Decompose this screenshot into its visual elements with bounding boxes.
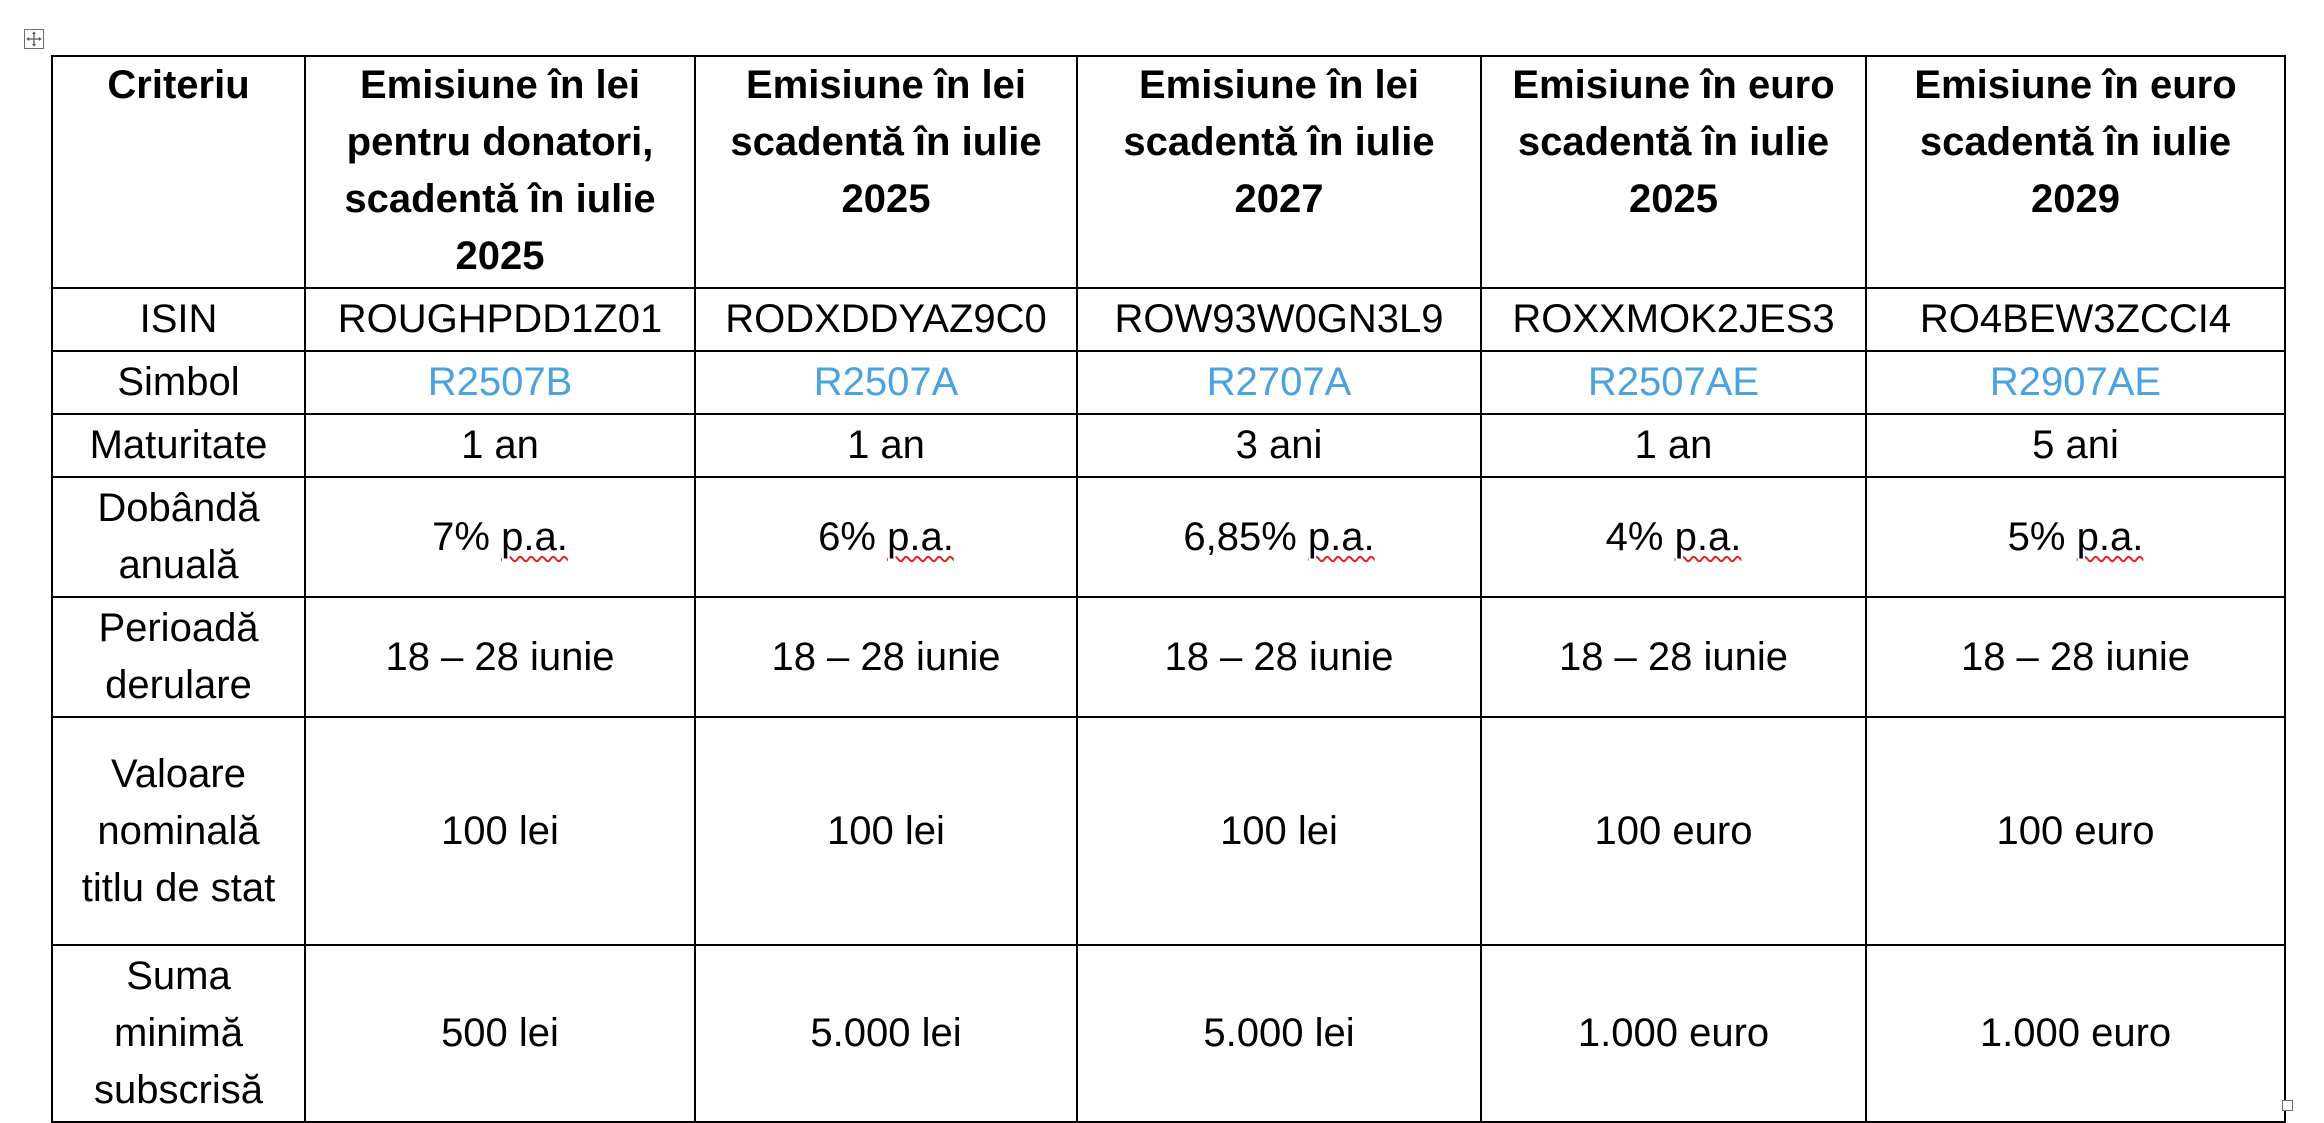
table-move-handle-icon[interactable] bbox=[24, 29, 44, 49]
min-amount-cell: 5.000 lei bbox=[1076, 944, 1482, 1123]
header-criteriu: Criteriu bbox=[51, 55, 306, 289]
min-amount-cell: 5.000 lei bbox=[694, 944, 1078, 1123]
maturity-cell: 3 ani bbox=[1076, 413, 1482, 478]
maturity-cell: 1 an bbox=[694, 413, 1078, 478]
bond-issues-table: Criteriu Emisiune în lei pentru donatori… bbox=[51, 55, 2286, 1123]
nominal-value-cell: 100 euro bbox=[1480, 716, 1867, 946]
interest-cell: 7% p.a. bbox=[304, 476, 696, 598]
per-annum-suffix: p.a. bbox=[887, 514, 954, 559]
isin-cell: ROW93W0GN3L9 bbox=[1076, 287, 1482, 352]
min-amount-cell: 1.000 euro bbox=[1865, 944, 2286, 1123]
symbol-cell: R2507B bbox=[304, 350, 696, 415]
isin-cell: RODXDDYAZ9C0 bbox=[694, 287, 1078, 352]
row-label: Valoare nominală titlu de stat bbox=[51, 716, 306, 946]
symbol-cell: R2507A bbox=[694, 350, 1078, 415]
nominal-value-cell: 100 lei bbox=[1076, 716, 1482, 946]
interest-rate: 7% bbox=[432, 514, 490, 559]
header-lei-2027: Emisiune în lei scadentă în iulie 2027 bbox=[1076, 55, 1482, 289]
maturity-cell: 1 an bbox=[1480, 413, 1867, 478]
symbol-link[interactable]: R2907AE bbox=[1989, 360, 2162, 404]
maturity-cell: 5 ani bbox=[1865, 413, 2286, 478]
header-lei-2025: Emisiune în lei scadentă în iulie 2025 bbox=[694, 55, 1078, 289]
header-euro-2025: Emisiune în euro scadentă în iulie 2025 bbox=[1480, 55, 1867, 289]
symbol-link[interactable]: R2707A bbox=[1206, 360, 1352, 404]
row-label: Suma minimă subscrisă bbox=[51, 944, 306, 1123]
table-row-suma-minima: Suma minimă subscrisă 500 lei 5.000 lei … bbox=[51, 944, 2286, 1123]
isin-cell: ROXXMOK2JES3 bbox=[1480, 287, 1867, 352]
interest-rate: 4% bbox=[1605, 514, 1664, 559]
header-lei-donatori-2025: Emisiune în lei pentru donatori, scadent… bbox=[304, 55, 696, 289]
table-row-maturitate: Maturitate 1 an 1 an 3 ani 1 an 5 ani bbox=[51, 413, 2286, 478]
table-row-dobanda: Dobândă anuală 7% p.a. 6% p.a. 6,85% p.a… bbox=[51, 476, 2286, 598]
interest-rate: 5% bbox=[2007, 514, 2066, 559]
nominal-value-cell: 100 lei bbox=[304, 716, 696, 946]
interest-rate: 6,85% bbox=[1183, 514, 1297, 559]
per-annum-suffix: p.a. bbox=[1307, 514, 1375, 559]
row-label: Dobândă anuală bbox=[51, 476, 306, 598]
row-label: ISIN bbox=[51, 287, 306, 352]
symbol-link[interactable]: R2507B bbox=[427, 360, 573, 404]
row-label: Simbol bbox=[51, 350, 306, 415]
table-row-simbol: Simbol R2507B R2507A R2707A R2507AE R290… bbox=[51, 350, 2286, 415]
interest-cell: 5% p.a. bbox=[1865, 476, 2286, 598]
min-amount-cell: 1.000 euro bbox=[1480, 944, 1867, 1123]
symbol-cell: R2507AE bbox=[1480, 350, 1867, 415]
symbol-cell: R2907AE bbox=[1865, 350, 2286, 415]
interest-rate: 6% bbox=[818, 514, 876, 559]
table-header-row: Criteriu Emisiune în lei pentru donatori… bbox=[51, 55, 2286, 289]
symbol-link[interactable]: R2507A bbox=[813, 360, 959, 404]
period-cell: 18 – 28 iunie bbox=[1076, 596, 1482, 718]
table-row-perioada: Perioadă derulare 18 – 28 iunie 18 – 28 … bbox=[51, 596, 2286, 718]
nominal-value-cell: 100 lei bbox=[694, 716, 1078, 946]
per-annum-suffix: p.a. bbox=[1674, 514, 1742, 559]
period-cell: 18 – 28 iunie bbox=[1480, 596, 1867, 718]
table-resize-handle-icon[interactable] bbox=[2282, 1100, 2293, 1111]
header-euro-2029: Emisiune în euro scadentă în iulie 2029 bbox=[1865, 55, 2286, 289]
table-row-valoare-nominala: Valoare nominală titlu de stat 100 lei 1… bbox=[51, 716, 2286, 946]
interest-cell: 6,85% p.a. bbox=[1076, 476, 1482, 598]
maturity-cell: 1 an bbox=[304, 413, 696, 478]
symbol-cell: R2707A bbox=[1076, 350, 1482, 415]
row-label: Maturitate bbox=[51, 413, 306, 478]
isin-cell: ROUGHPDD1Z01 bbox=[304, 287, 696, 352]
row-label: Perioadă derulare bbox=[51, 596, 306, 718]
period-cell: 18 – 28 iunie bbox=[694, 596, 1078, 718]
per-annum-suffix: p.a. bbox=[501, 514, 568, 559]
period-cell: 18 – 28 iunie bbox=[1865, 596, 2286, 718]
table-row-isin: ISIN ROUGHPDD1Z01 RODXDDYAZ9C0 ROW93W0GN… bbox=[51, 287, 2286, 352]
isin-cell: RO4BEW3ZCCI4 bbox=[1865, 287, 2286, 352]
per-annum-suffix: p.a. bbox=[2076, 514, 2144, 559]
interest-cell: 6% p.a. bbox=[694, 476, 1078, 598]
min-amount-cell: 500 lei bbox=[304, 944, 696, 1123]
period-cell: 18 – 28 iunie bbox=[304, 596, 696, 718]
nominal-value-cell: 100 euro bbox=[1865, 716, 2286, 946]
symbol-link[interactable]: R2507AE bbox=[1587, 360, 1760, 404]
interest-cell: 4% p.a. bbox=[1480, 476, 1867, 598]
